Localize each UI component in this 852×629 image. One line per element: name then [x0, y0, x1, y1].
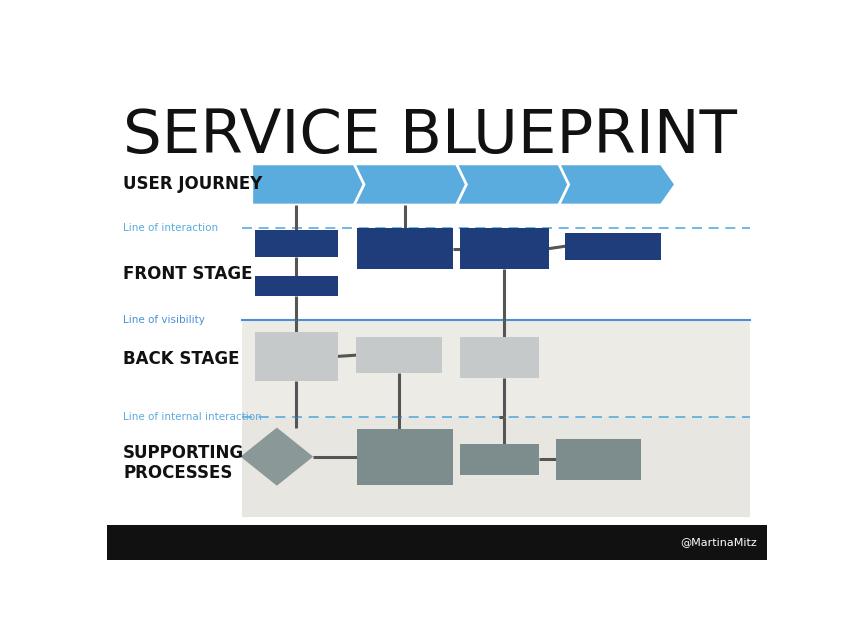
FancyBboxPatch shape: [356, 337, 442, 374]
FancyBboxPatch shape: [358, 429, 453, 485]
Polygon shape: [559, 164, 676, 205]
FancyBboxPatch shape: [255, 277, 337, 296]
Text: Line of interaction: Line of interaction: [123, 223, 218, 233]
Text: Line of visibility: Line of visibility: [123, 315, 204, 325]
FancyBboxPatch shape: [242, 320, 751, 417]
FancyBboxPatch shape: [460, 443, 539, 475]
Polygon shape: [457, 164, 573, 205]
FancyBboxPatch shape: [255, 332, 337, 381]
FancyBboxPatch shape: [242, 320, 751, 517]
Text: SUPPORTING
PROCESSES: SUPPORTING PROCESSES: [123, 443, 245, 482]
Text: BACK STAGE: BACK STAGE: [123, 350, 239, 368]
Polygon shape: [240, 428, 314, 486]
Polygon shape: [252, 164, 369, 205]
FancyBboxPatch shape: [358, 228, 453, 269]
Polygon shape: [354, 164, 471, 205]
Text: FRONT STAGE: FRONT STAGE: [123, 265, 252, 283]
Text: @MartinaMitz: @MartinaMitz: [680, 537, 757, 547]
Text: SERVICE BLUEPRINT: SERVICE BLUEPRINT: [123, 107, 737, 166]
FancyBboxPatch shape: [566, 233, 661, 260]
FancyBboxPatch shape: [556, 439, 642, 480]
FancyBboxPatch shape: [106, 525, 767, 560]
Text: Line of internal interaction: Line of internal interaction: [123, 412, 262, 422]
FancyBboxPatch shape: [460, 337, 539, 378]
FancyBboxPatch shape: [255, 230, 337, 257]
Text: USER JOURNEY: USER JOURNEY: [123, 175, 262, 194]
FancyBboxPatch shape: [460, 228, 549, 269]
